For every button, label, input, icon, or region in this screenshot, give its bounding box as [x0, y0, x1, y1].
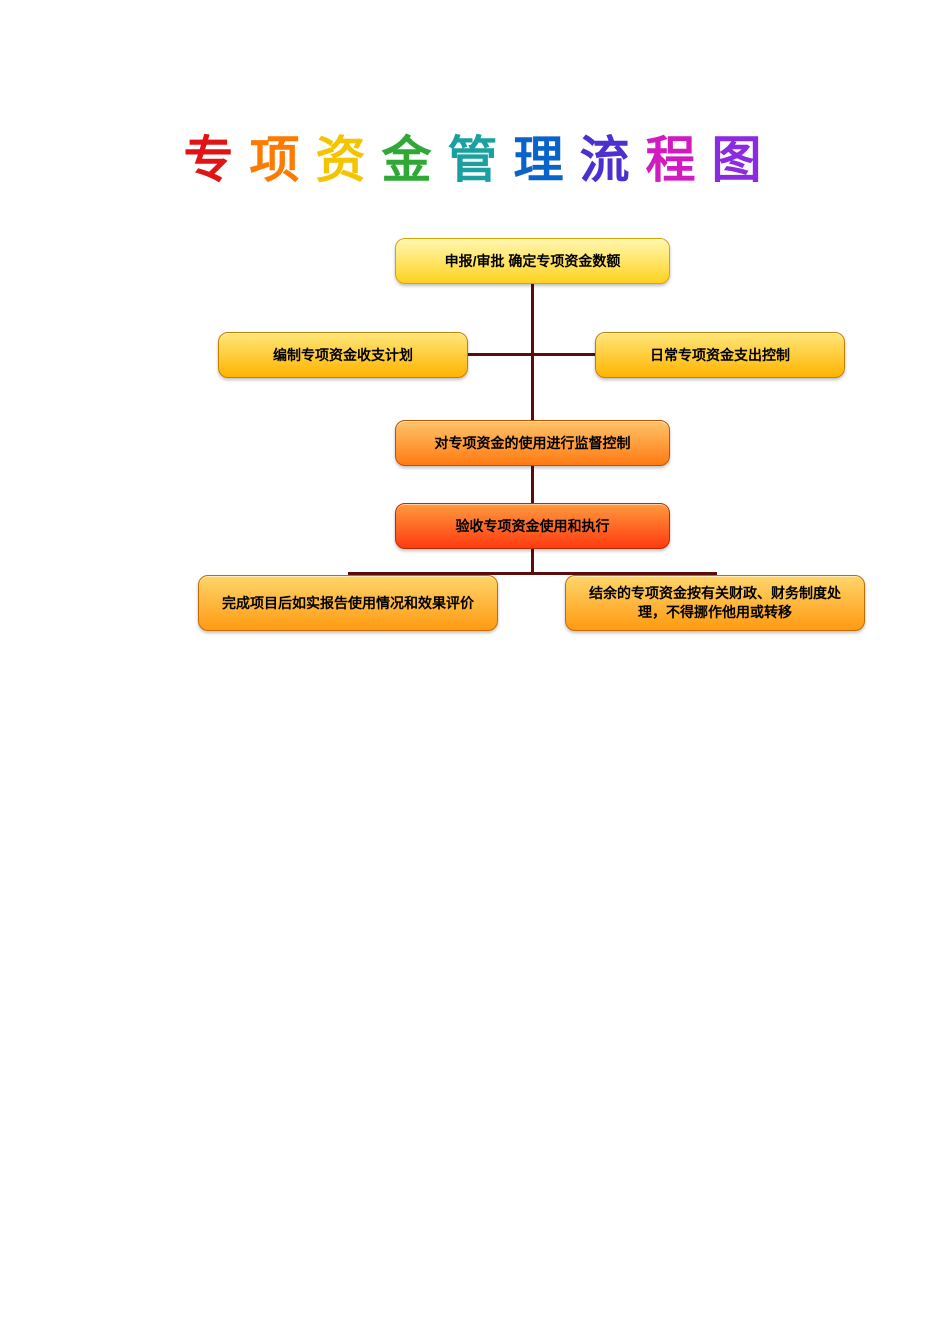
connector-h1l — [468, 353, 533, 356]
title-char: 专 — [176, 120, 242, 192]
node-label: 申报/审批 确定专项资金数额 — [445, 252, 621, 271]
title-char: 图 — [704, 120, 770, 192]
title-char: 资 — [308, 120, 374, 192]
connector-v1 — [531, 284, 534, 332]
title-char: 理 — [506, 120, 572, 192]
title-char: 管 — [440, 120, 506, 192]
title-char: 项 — [242, 120, 308, 192]
title-char: 程 — [638, 120, 704, 192]
node-label: 结余的专项资金按有关财政、财务制度处理，不得挪作他用或转移 — [576, 584, 854, 622]
connector-v3 — [531, 466, 534, 503]
node-supervise-usage: 对专项资金的使用进行监督控制 — [395, 420, 670, 466]
connector-v2 — [531, 332, 534, 420]
node-remaining-funds: 结余的专项资金按有关财政、财务制度处理，不得挪作他用或转移 — [565, 575, 865, 631]
node-label: 验收专项资金使用和执行 — [456, 517, 610, 536]
node-label: 编制专项资金收支计划 — [273, 346, 413, 365]
node-acceptance-check: 验收专项资金使用和执行 — [395, 503, 670, 549]
title-char: 流 — [572, 120, 638, 192]
node-budget-plan: 编制专项资金收支计划 — [218, 332, 468, 378]
title-char: 金 — [374, 120, 440, 192]
page: 专项资金管理流程图 专项资金管理流程图 申报/审批 确定专项资金数额 编制专项资… — [0, 0, 945, 1338]
flowchart: 申报/审批 确定专项资金数额 编制专项资金收支计划 日常专项资金支出控制 对专项… — [0, 230, 945, 650]
node-label: 完成项目后如实报告使用情况和效果评价 — [222, 594, 474, 613]
node-apply-approve: 申报/审批 确定专项资金数额 — [395, 238, 670, 284]
page-title: 专项资金管理流程图 — [0, 120, 945, 192]
node-daily-expense-control: 日常专项资金支出控制 — [595, 332, 845, 378]
node-report-evaluation: 完成项目后如实报告使用情况和效果评价 — [198, 575, 498, 631]
node-label: 日常专项资金支出控制 — [650, 346, 790, 365]
connector-h1r — [533, 353, 595, 356]
node-label: 对专项资金的使用进行监督控制 — [435, 434, 631, 453]
